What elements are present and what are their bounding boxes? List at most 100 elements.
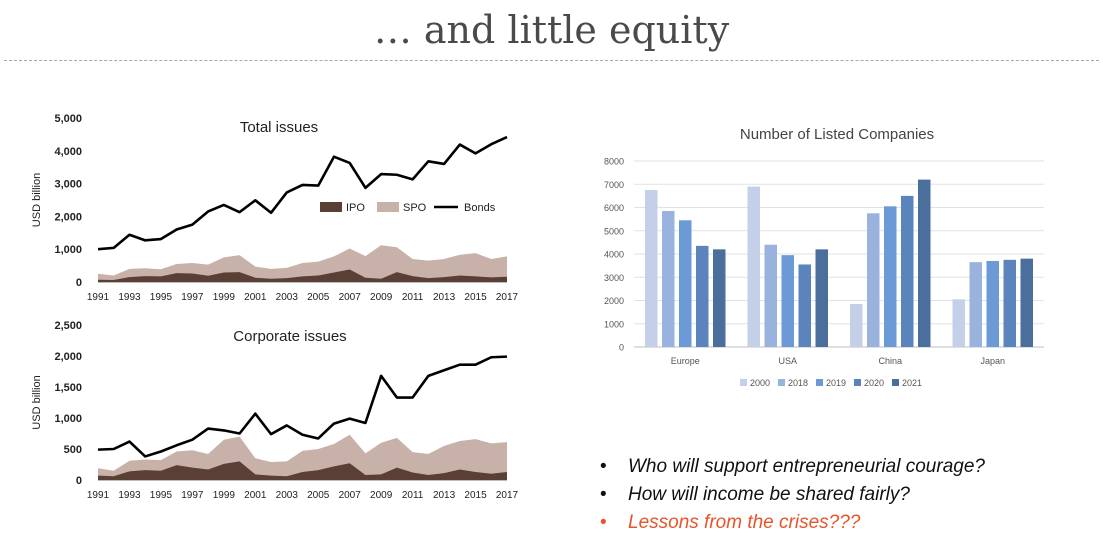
y-tick-label: 0 — [76, 277, 82, 289]
legend-swatch-2000 — [740, 379, 747, 386]
x-tick-label: 2017 — [496, 292, 519, 303]
x-tick-label: 2009 — [370, 490, 393, 501]
x-tick-label: 2001 — [244, 490, 267, 501]
legend-swatch-spo — [377, 202, 399, 212]
y-tick-label: 0 — [619, 343, 624, 353]
x-category-label: Japan — [980, 356, 1005, 366]
y-tick-label: 1,000 — [54, 244, 82, 256]
x-tick-label: 1993 — [118, 292, 141, 303]
legend-swatch-ipo — [320, 202, 342, 212]
bar-china-2018 — [867, 213, 880, 347]
bar-usa-2000 — [747, 186, 760, 347]
y-tick-label: 6000 — [604, 203, 624, 213]
x-tick-label: 2003 — [276, 292, 299, 303]
bar-china-2000 — [850, 303, 863, 347]
legend-label: 2021 — [902, 378, 922, 388]
series-area-ipo — [98, 269, 507, 282]
x-tick-label: 2013 — [433, 490, 456, 501]
x-tick-label: 2003 — [276, 490, 299, 501]
bullet-dot: • — [600, 456, 607, 477]
x-tick-label: 1999 — [213, 490, 236, 501]
corporate-issues-chart: 0 500 1,000 1,500 2,000 2,500 USD billion 1991 1… — [31, 320, 519, 501]
legend-swatch-2019 — [816, 379, 823, 386]
y-tick-label: 2,000 — [54, 351, 82, 363]
bar-usa-2021 — [815, 249, 828, 347]
bar-japan-2021 — [1020, 258, 1033, 347]
y-tick-label: 2,000 — [54, 211, 82, 223]
slide-title: … and little equity — [373, 8, 730, 52]
x-tick-label: 2009 — [370, 292, 393, 303]
x-tick-label: 2017 — [496, 490, 519, 501]
y-tick-label: 3,000 — [54, 179, 82, 191]
y-tick-label: 4000 — [604, 250, 624, 260]
listed-companies-chart: Number of Listed Companies 0 1000 2000 3000 4… — [604, 126, 1044, 388]
y-tick-label: 5,000 — [54, 113, 82, 125]
x-tick-label: 2015 — [464, 292, 487, 303]
legend-label: 2000 — [750, 378, 770, 388]
title-divider — [4, 60, 1099, 61]
series-area-ipo — [98, 461, 507, 480]
bullet-text: Lessons from the crises??? — [628, 512, 861, 533]
bar-china-2020 — [901, 195, 914, 347]
x-tick-label: 2001 — [244, 292, 267, 303]
bar-japan-2020 — [1003, 259, 1016, 347]
bar-europe-2019 — [679, 220, 692, 347]
y-tick-label: 5000 — [604, 226, 624, 236]
legend-swatch-2020 — [854, 379, 861, 386]
bullet-item: • Who will support entrepreneurial courag… — [600, 453, 985, 481]
bar-usa-2019 — [781, 255, 794, 347]
x-tick-label: 2015 — [464, 490, 487, 501]
x-tick-label: 1991 — [87, 490, 110, 501]
total-issues-chart: 0 1,000 2,000 3,000 4,000 5,000 USD billion 199… — [31, 113, 519, 303]
legend-label: 2020 — [864, 378, 884, 388]
legend-label: SPO — [403, 202, 427, 214]
x-category-label: Europe — [671, 356, 700, 366]
bar-china-2021 — [918, 179, 931, 347]
y-axis-label: USD billion — [31, 375, 43, 429]
x-tick-label: 2007 — [339, 292, 362, 303]
legend-swatch-2018 — [778, 379, 785, 386]
x-tick-label: 1995 — [150, 292, 173, 303]
bullet-list: • Who will support entrepreneurial courag… — [600, 453, 985, 537]
chart-title: Corporate issues — [233, 328, 346, 345]
bullet-item: • Lessons from the crises??? — [600, 509, 985, 537]
y-tick-label: 0 — [76, 475, 82, 487]
x-tick-label: 1993 — [118, 490, 141, 501]
bullet-text: How will income be shared fairly? — [628, 484, 910, 505]
series-line-bonds — [97, 135, 508, 251]
y-tick-label: 1,500 — [54, 382, 82, 394]
bar-japan-2000 — [952, 299, 965, 347]
bar-japan-2019 — [986, 260, 999, 347]
bar-japan-2018 — [969, 262, 982, 347]
bar-europe-2021 — [713, 249, 726, 347]
legend-label: 2019 — [826, 378, 846, 388]
bullet-dot: • — [600, 484, 607, 505]
x-tick-label: 1997 — [181, 490, 204, 501]
y-tick-label: 7000 — [604, 180, 624, 190]
y-tick-label: 3000 — [604, 273, 624, 283]
x-tick-label: 2007 — [339, 490, 362, 501]
legend-label: 2018 — [788, 378, 808, 388]
y-tick-label: 2,500 — [54, 320, 82, 332]
legend-label: IPO — [346, 202, 365, 214]
bullet-text: Who will support entrepreneurial courage… — [628, 456, 985, 477]
x-tick-label: 1997 — [181, 292, 204, 303]
chart-title: Total issues — [240, 119, 318, 136]
bar-europe-2018 — [662, 210, 675, 347]
bullet-dot: • — [600, 512, 607, 533]
bar-usa-2020 — [798, 264, 811, 347]
x-tick-label: 2011 — [402, 490, 424, 501]
bar-europe-2000 — [645, 190, 658, 347]
y-tick-label: 4,000 — [54, 146, 82, 158]
x-tick-label: 1995 — [150, 490, 173, 501]
x-tick-label: 2005 — [307, 490, 330, 501]
bullet-item: • How will income be shared fairly? — [600, 481, 985, 509]
y-tick-label: 1,000 — [54, 413, 82, 425]
chart-title: Number of Listed Companies — [740, 126, 934, 143]
y-tick-label: 2000 — [604, 296, 624, 306]
series-line-bonds — [97, 355, 508, 458]
y-tick-label: 8000 — [604, 157, 624, 167]
bar-china-2019 — [884, 206, 897, 347]
x-tick-label: 1991 — [87, 292, 110, 303]
x-category-label: USA — [778, 356, 797, 366]
